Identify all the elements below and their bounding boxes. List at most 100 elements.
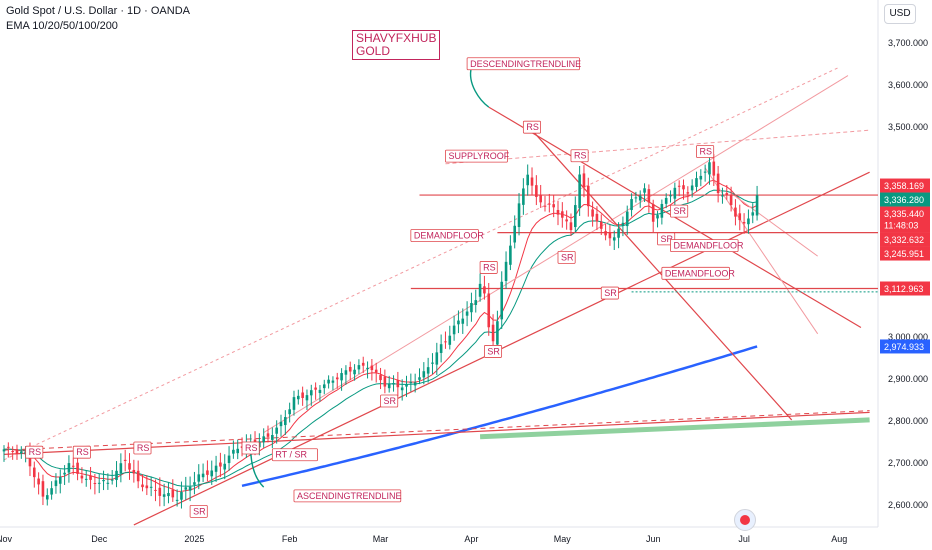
candle-body: [448, 335, 452, 345]
annotation-box: [557, 250, 576, 264]
candle: [695, 171, 698, 192]
candle-body: [617, 228, 620, 238]
x-tick-label: Dec: [91, 534, 108, 544]
candle-body: [595, 213, 599, 222]
candle-body: [522, 188, 525, 205]
candle-body: [102, 480, 105, 482]
candle-body: [158, 487, 162, 496]
candle-body: [695, 178, 698, 187]
candle: [483, 275, 486, 300]
x-tick-label: Mar: [373, 534, 389, 544]
candle-body: [548, 203, 551, 205]
candle-body: [690, 185, 694, 191]
annotation-box: [484, 345, 503, 358]
price-label-text: 2,974.933: [884, 342, 924, 352]
candle-body: [431, 362, 434, 364]
price-label-box: [880, 206, 930, 233]
price-label-box: [880, 339, 930, 354]
annotation-label: SR: [674, 206, 687, 216]
candle: [288, 402, 291, 423]
candle: [284, 410, 287, 435]
candle: [747, 209, 750, 234]
candle: [470, 292, 473, 322]
candle-body: [638, 195, 642, 201]
candle: [595, 206, 599, 231]
annotation-box: [271, 448, 318, 462]
candle-body: [483, 286, 486, 294]
candle-body: [383, 376, 387, 387]
candle-body: [513, 225, 517, 243]
candle: [664, 193, 668, 209]
candle: [526, 164, 529, 196]
price-label-text: 3,358.169: [884, 181, 924, 191]
candle-body: [673, 187, 677, 199]
candle-body: [474, 300, 478, 305]
candle: [729, 186, 733, 212]
candle: [331, 376, 335, 391]
candle-body: [729, 195, 733, 206]
candle: [379, 367, 382, 390]
candle-body: [41, 481, 45, 497]
candle: [15, 444, 19, 460]
candle-body: [232, 449, 235, 454]
candle: [357, 359, 361, 375]
candle-body: [439, 344, 443, 353]
candle-body: [197, 474, 201, 482]
candle-body: [470, 303, 473, 313]
x-tick-label: 2025: [184, 534, 204, 544]
candle: [149, 476, 153, 497]
candle-body: [327, 379, 330, 384]
candle: [141, 474, 144, 492]
annotation-box: [25, 445, 44, 459]
candle: [305, 389, 309, 411]
annotation-label: SR: [384, 396, 397, 406]
candle: [162, 483, 166, 507]
candle-body: [452, 325, 456, 335]
annotation-box: [670, 204, 689, 218]
candle: [232, 440, 235, 459]
candle: [58, 469, 62, 494]
annotation-box: [570, 149, 589, 163]
candle: [660, 199, 664, 225]
annotation-label: RS: [29, 447, 42, 457]
candle-body: [457, 320, 460, 325]
candle-body: [561, 211, 564, 218]
candle: [621, 216, 625, 237]
candle-body: [526, 174, 529, 186]
candle-body: [297, 395, 300, 400]
price-label-text: 3,332.632: [884, 235, 924, 245]
candle-body: [465, 311, 469, 316]
candle-body: [201, 473, 205, 478]
currency-button[interactable]: USD: [884, 4, 916, 24]
candle-body: [608, 231, 612, 239]
candle-body: [162, 494, 166, 497]
x-tick-label: Aug: [831, 534, 847, 544]
candle: [154, 479, 157, 502]
candle: [612, 230, 616, 251]
candle: [136, 460, 140, 489]
tradingview-logo-icon: [734, 509, 756, 531]
candle: [370, 358, 374, 381]
candle-body: [110, 479, 114, 481]
candle-body: [223, 463, 227, 470]
candle-body: [15, 449, 19, 455]
candle: [543, 195, 547, 212]
x-tick-label: Jun: [646, 534, 661, 544]
candle-body: [106, 482, 110, 484]
candle: [392, 375, 395, 392]
candle: [422, 362, 426, 385]
annotation-label: DEMANDFLOOR: [665, 268, 736, 278]
candle-body: [20, 451, 23, 454]
candle: [266, 425, 270, 443]
y-tick-label: 3,500.000: [888, 122, 928, 132]
candle: [487, 282, 491, 336]
candle: [712, 154, 716, 187]
price-label-text: 3,245.951: [884, 249, 924, 259]
candle-body: [379, 375, 382, 381]
candle: [119, 453, 123, 483]
candle: [123, 449, 127, 472]
candle: [578, 166, 581, 216]
candle: [67, 455, 71, 483]
candle: [37, 472, 40, 495]
